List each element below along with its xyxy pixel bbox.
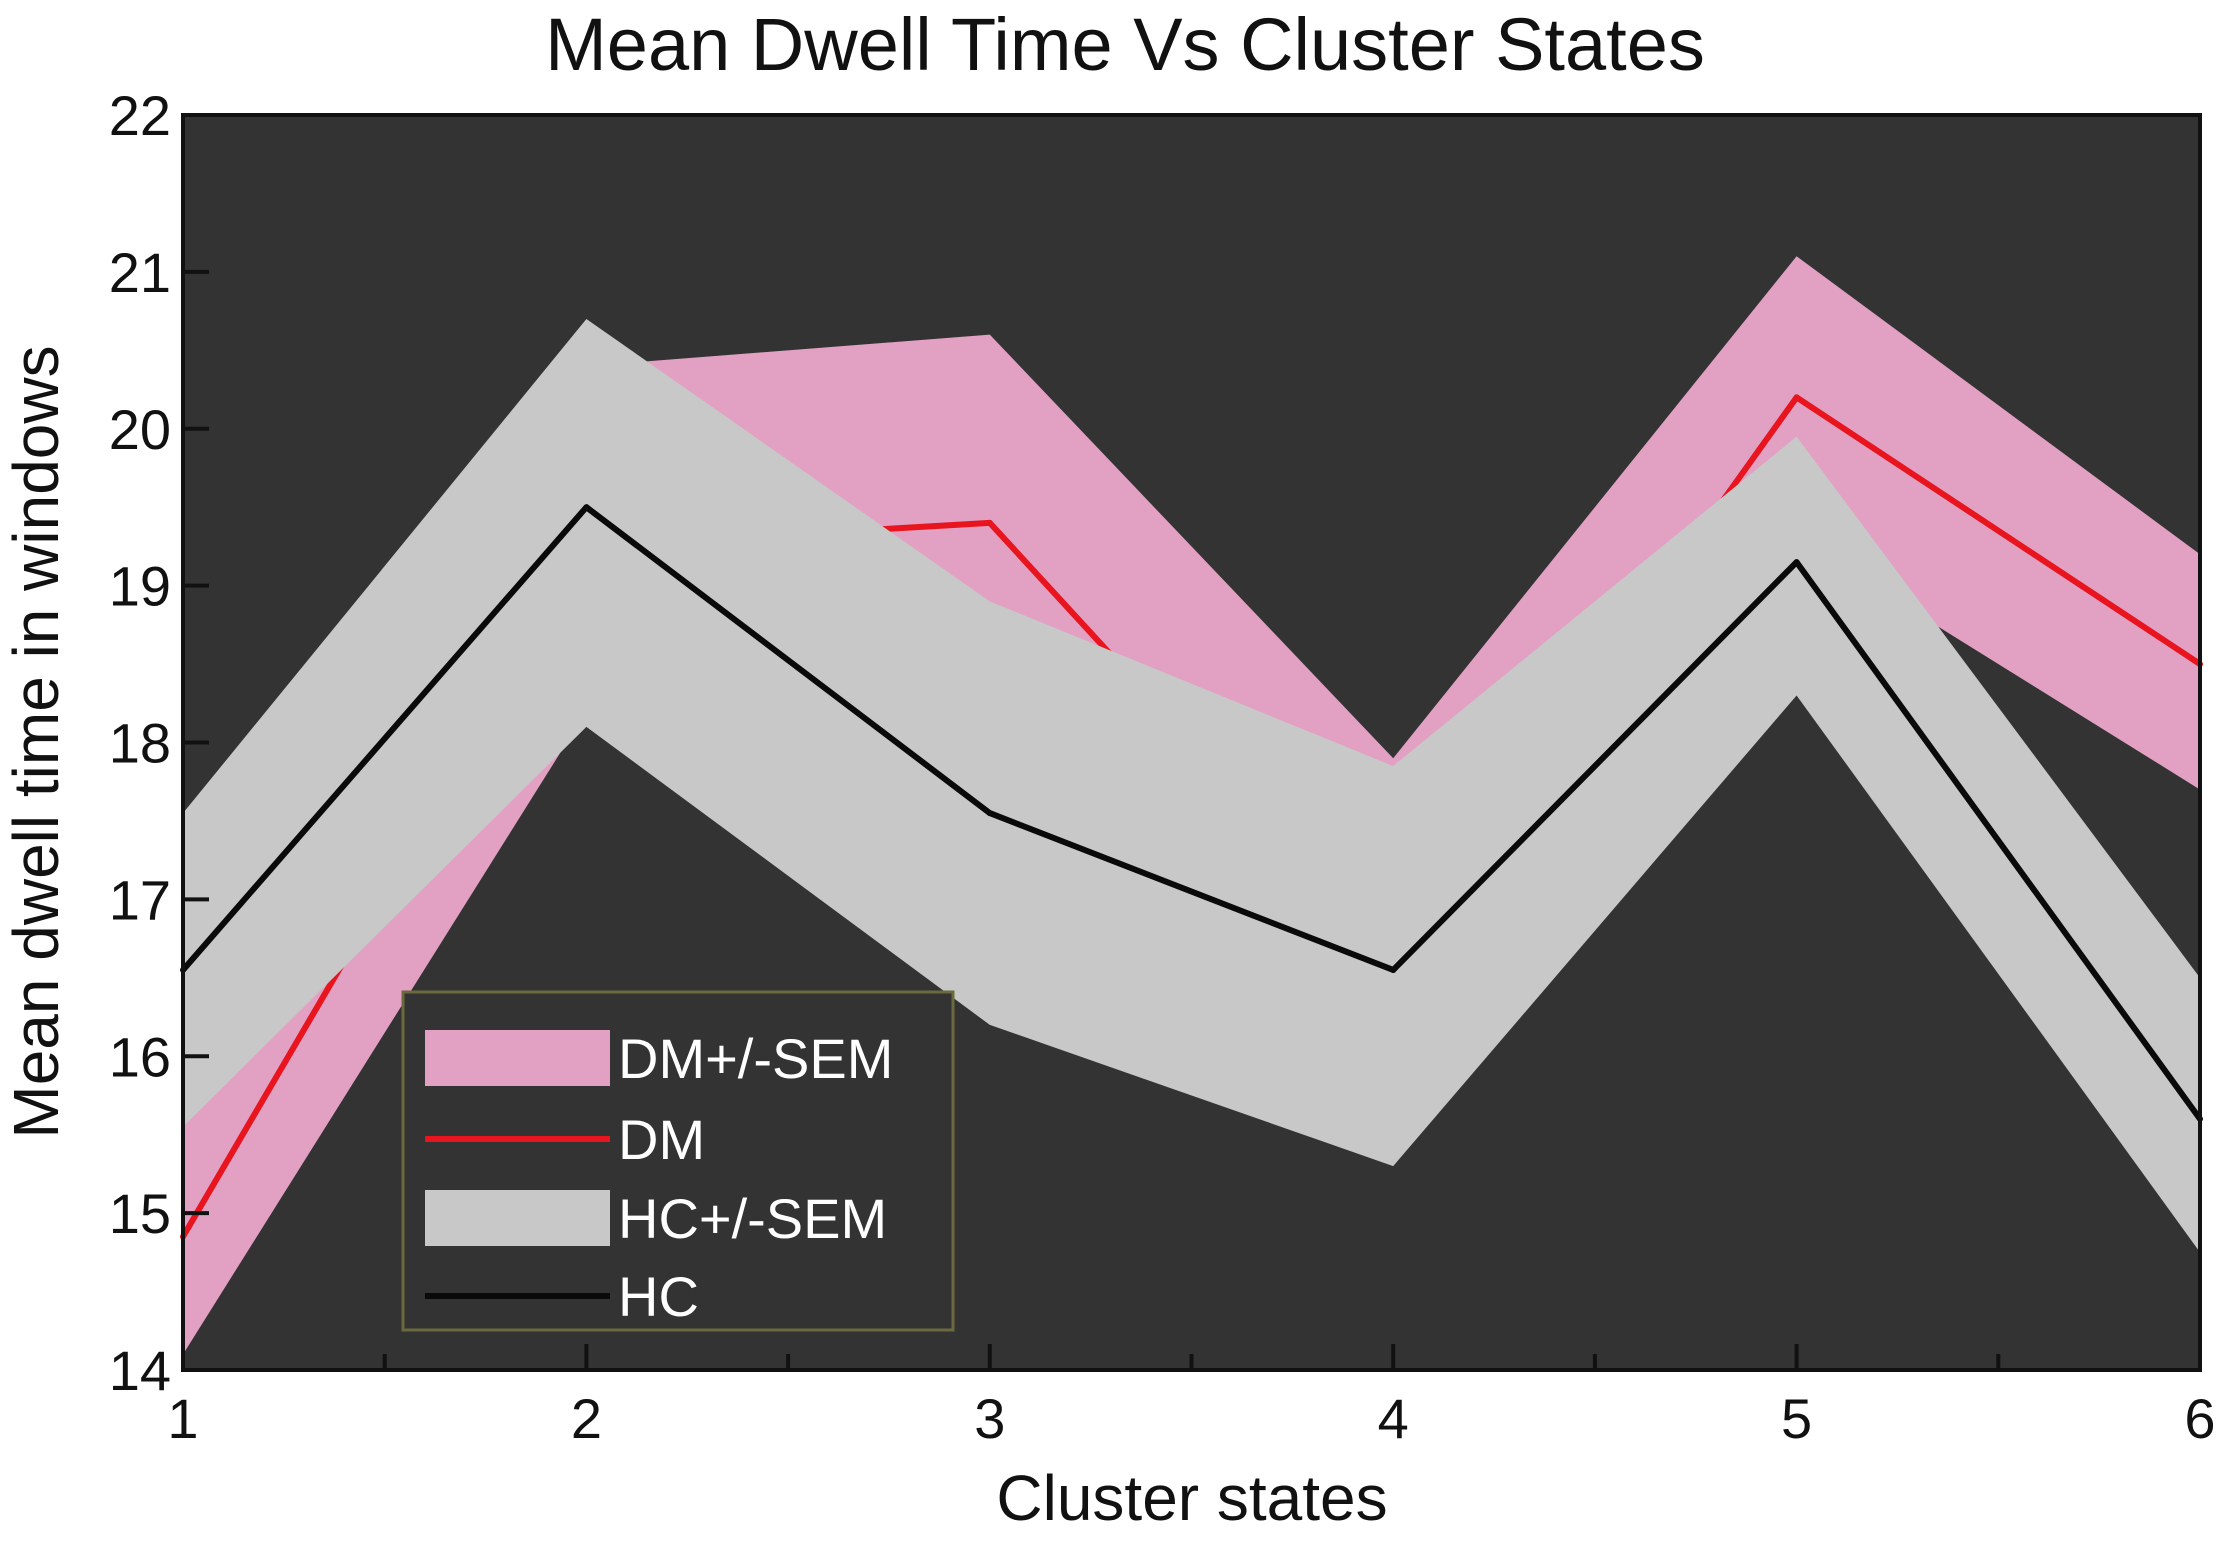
y-tick-labels: 14 15 16 17 18 19 20 21 22	[109, 84, 171, 1402]
legend: DM+/-SEM DM HC+/-SEM HC	[401, 990, 955, 1332]
x-tick-label: 2	[571, 1387, 602, 1450]
y-tick-label: 18	[109, 712, 171, 775]
x-tick-label: 6	[2184, 1387, 2215, 1450]
y-tick-label: 16	[109, 1025, 171, 1088]
chart-title: Mean Dwell Time Vs Cluster States	[545, 3, 1705, 86]
line-hc	[180, 504, 2203, 1121]
y-tick-label: 22	[109, 84, 171, 147]
legend-label: HC+/-SEM	[618, 1187, 887, 1250]
x-tick-label: 1	[167, 1387, 198, 1450]
y-tick-label: 21	[109, 241, 171, 304]
point-hc-5	[1793, 559, 1800, 566]
x-tick-label: 3	[974, 1387, 1005, 1450]
y-tick-label: 19	[109, 555, 171, 618]
point-dm-5	[1793, 394, 1800, 401]
axis-ticks	[181, 113, 2202, 1372]
y-tick-label: 15	[109, 1182, 171, 1245]
y-tick-label: 20	[109, 398, 171, 461]
point-dm-3	[986, 519, 993, 526]
legend-swatch	[425, 1190, 610, 1246]
legend-label: HC	[618, 1265, 699, 1328]
sem-bands	[180, 256, 2203, 1355]
y-axis-label: Mean dwell time in windows	[0, 345, 72, 1138]
point-hc-3	[986, 810, 993, 817]
series-stack	[180, 256, 2203, 1355]
point-hc-4	[1390, 966, 1397, 973]
x-axis-label: Cluster states	[996, 1462, 1387, 1534]
point-hc-2	[583, 504, 590, 511]
band-hc-sem	[183, 318, 2200, 1253]
x-tick-label: 5	[1781, 1387, 1812, 1450]
y-tick-label: 14	[109, 1339, 171, 1402]
legend-label: DM+/-SEM	[618, 1027, 893, 1090]
legend-label: DM	[618, 1108, 705, 1171]
legend-swatch	[425, 1030, 610, 1086]
y-tick-label: 17	[109, 868, 171, 931]
x-tick-label: 4	[1378, 1387, 1409, 1450]
x-tick-labels: 1 2 3 4 5 6	[167, 1387, 2215, 1450]
